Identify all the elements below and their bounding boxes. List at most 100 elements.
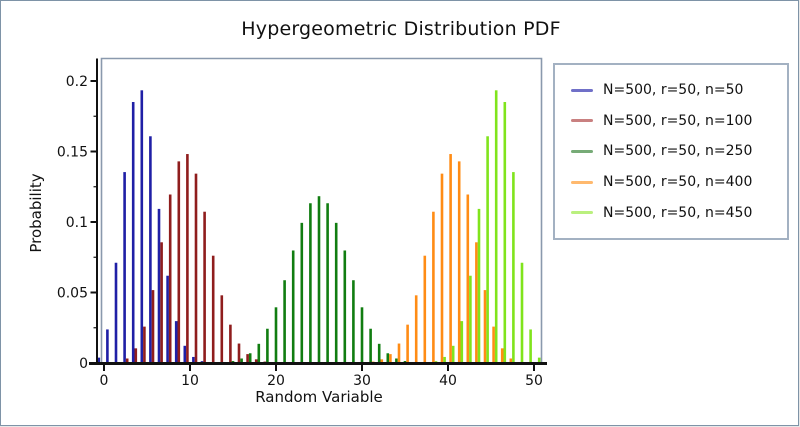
bar [494,90,498,363]
y-tick-label: 0.05 [57,286,88,302]
bar [203,211,206,363]
y-tick-label: 0.1 [66,215,88,231]
bar [192,356,195,363]
bar [300,222,304,363]
bar [475,242,478,363]
bar [395,358,398,363]
bar [166,275,169,363]
bar [512,172,515,363]
legend-item-label: N=500, r=50, n=250 [603,143,753,160]
bar [440,173,444,363]
bar [380,359,384,363]
bar [246,354,249,363]
bar [106,329,109,363]
legend-item-label: N=500, r=50, n=450 [603,204,753,221]
bar [377,343,381,363]
bar [186,154,189,363]
legend-item: N=500, r=50, n=400 [571,174,787,190]
legend-item-label: N=500, r=50, n=400 [603,174,753,191]
bar [451,345,455,363]
bar [123,172,126,363]
bar [503,102,507,363]
legend-item: N=500, r=50, n=50 [571,82,787,98]
bar [157,208,161,363]
bar [229,324,232,363]
legend-item: N=500, r=50, n=450 [571,205,787,221]
bar [151,290,155,363]
bar [477,208,481,363]
legend: N=500, r=50, n=50 N=500, r=50, n=100 N=500… [553,63,789,240]
legend-item-label: N=500, r=50, n=100 [603,112,753,129]
bar [257,343,261,363]
bar [386,353,390,363]
x-tick-label: 10 [181,373,199,389]
bar [291,250,295,363]
chart-title: Hypergeometric Distribution PDF [241,18,561,40]
bar [211,255,215,363]
bar [131,102,135,363]
bar [125,358,129,363]
bar [274,307,278,364]
bar [183,345,187,363]
bar [406,324,409,363]
bar [369,328,372,363]
legend-item: N=500, r=50, n=100 [571,113,787,129]
bar [466,194,470,363]
bar [537,357,541,363]
bar [143,326,146,363]
x-tick-label: 50 [525,373,543,389]
y-tick-label: 0 [79,356,88,372]
bar [486,136,489,363]
legend-swatch [571,119,593,123]
legend-swatch [571,211,593,215]
bar [389,354,392,363]
bar [326,203,329,363]
bar [500,348,504,363]
bar [177,161,181,363]
plot-frame [100,57,543,363]
bar [343,250,347,363]
bar [140,90,144,363]
bar [309,203,312,363]
x-tick-label: 40 [439,373,457,389]
bar [414,295,418,363]
bar [248,353,252,363]
bar [443,356,446,363]
legend-swatch [571,180,593,184]
bar [97,357,101,363]
bar [397,343,401,363]
bar [360,307,364,364]
x-tick-label: 0 [100,373,109,389]
bar [432,211,435,363]
legend-item-label: N=500, r=50, n=50 [603,82,744,99]
bar [492,326,495,363]
bar [469,275,472,363]
bar [449,154,452,363]
bar [457,161,461,363]
legend-item: N=500, r=50, n=250 [571,143,787,159]
legend-swatch [571,149,593,153]
y-tick-label: 0.2 [66,74,88,90]
bar [266,328,269,363]
legend-swatch [571,88,593,92]
bar [174,321,178,363]
x-tick-label: 20 [267,373,285,389]
bar [352,280,355,363]
bar [520,262,524,363]
bar [194,173,198,363]
x-axis-title: Random Variable [255,388,383,406]
bar [237,343,241,363]
y-tick-label: 0.15 [57,145,88,161]
bar [283,280,286,363]
bar [149,136,152,363]
bar [423,255,427,363]
bar [529,329,532,363]
bar [114,262,118,363]
bar [334,222,338,363]
bar [460,321,464,363]
bar [254,359,258,363]
bar [240,358,243,363]
bar [220,295,224,363]
bar [134,348,138,363]
